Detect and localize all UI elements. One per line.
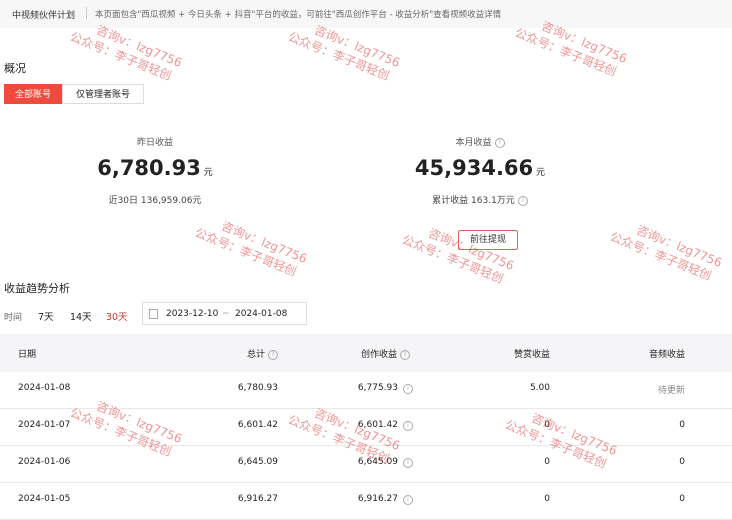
unit: 元 bbox=[536, 168, 546, 178]
section-title: 概况 bbox=[4, 62, 26, 75]
cell: 6,645.09 bbox=[357, 457, 398, 467]
column-header: 音频收益 bbox=[649, 347, 685, 360]
cell: 2024-01-08 bbox=[18, 383, 71, 393]
cell: 0 bbox=[679, 494, 685, 504]
info-icon: i bbox=[403, 384, 413, 394]
column-header: 日期 bbox=[18, 347, 36, 360]
info-icon: i bbox=[403, 495, 413, 505]
month-label: 本月收益 bbox=[455, 138, 492, 148]
yesterday-value: 6,780.93 bbox=[97, 156, 201, 180]
column-title: 音频收益 bbox=[648, 350, 685, 360]
cell: 2024-01-06 bbox=[18, 457, 71, 467]
row-divider bbox=[0, 482, 732, 483]
range-14[interactable]: 14天 bbox=[70, 312, 92, 323]
cell: 6,645.09 bbox=[237, 457, 278, 467]
range-label: 时间 bbox=[4, 313, 23, 323]
watermark: 咨询v：lzg7756 公众号：李子哥轻创 bbox=[286, 405, 402, 469]
row-divider bbox=[0, 408, 732, 409]
yesterday-sub: 近30日 136,959.06元 bbox=[108, 196, 202, 206]
cell: 6,601.42 bbox=[357, 420, 398, 430]
cell: 6,601.42 bbox=[237, 420, 278, 430]
cell: 0 bbox=[679, 420, 685, 430]
range-30[interactable]: 30天 bbox=[106, 312, 128, 323]
cell: 6,775.93 bbox=[357, 383, 398, 393]
column-header: 赞赏收益 bbox=[514, 347, 550, 360]
help-icon[interactable]: ? bbox=[517, 195, 528, 206]
column-title: 日期 bbox=[18, 350, 37, 360]
plan-title: 中视频伙伴计划 bbox=[12, 11, 76, 21]
cell: 2024-01-05 bbox=[18, 494, 71, 504]
watermark: 咨询v：lzg7756 公众号：李子哥轻创 bbox=[193, 218, 309, 282]
watermark: 咨询v：lzg7756 公众号：李子哥轻创 bbox=[68, 22, 184, 86]
month-sub-box: 累计收益 163.1万元? bbox=[330, 193, 630, 206]
unit: 元 bbox=[203, 168, 213, 178]
withdraw-button[interactable]: 前往提现 bbox=[458, 230, 518, 250]
cell: 6,916.27 bbox=[237, 494, 278, 504]
calendar-icon bbox=[149, 309, 158, 319]
divider bbox=[86, 7, 87, 19]
cell: 0 bbox=[544, 457, 550, 467]
watermark: 咨询v：lzg7756 公众号：李子哥轻创 bbox=[286, 22, 402, 86]
column-header: 总计? bbox=[247, 347, 278, 360]
watermark: 咨询v：lzg7756 公众号：李子哥轻创 bbox=[608, 222, 724, 286]
help-icon[interactable]: ? bbox=[268, 349, 278, 360]
info-icon: i bbox=[403, 421, 413, 431]
yesterday-value-box: 6,780.93 元 bbox=[0, 156, 310, 180]
table-header bbox=[0, 334, 732, 372]
info-icon: i bbox=[403, 458, 413, 468]
column-title: 总计 bbox=[246, 350, 265, 360]
watermark: 咨询v：lzg7756 公众号：李子哥轻创 bbox=[503, 410, 619, 474]
tab-admin[interactable]: 仅管理者账号 bbox=[62, 84, 144, 104]
top-bar bbox=[0, 0, 732, 28]
cell: 待更新 bbox=[657, 386, 685, 396]
cell: 0 bbox=[544, 420, 550, 430]
cell: 5.00 bbox=[529, 383, 550, 393]
help-icon[interactable]: ? bbox=[494, 137, 505, 148]
month-value: 45,934.66 bbox=[414, 156, 534, 180]
month-label-box: 本月收益? bbox=[330, 135, 630, 148]
tab-all[interactable]: 全部账号 bbox=[4, 84, 62, 104]
date-picker[interactable] bbox=[142, 302, 307, 325]
range-7[interactable]: 7天 bbox=[38, 312, 54, 323]
cell: 2024-01-07 bbox=[18, 420, 71, 430]
cell: 6,916.27 bbox=[357, 494, 398, 504]
cell: 0 bbox=[544, 494, 550, 504]
help-icon[interactable]: ? bbox=[400, 349, 410, 360]
trend-title: 收益趋势分析 bbox=[4, 282, 70, 295]
row-divider bbox=[0, 445, 732, 446]
cell: 6,780.93 bbox=[237, 383, 278, 393]
column-title: 赞赏收益 bbox=[513, 350, 550, 360]
yesterday-label: 昨日收益 bbox=[136, 138, 173, 148]
month-sub: 累计收益 163.1万元 bbox=[432, 196, 515, 206]
start-date: 2023-12-10 bbox=[166, 309, 219, 319]
column-title: 创作收益 bbox=[360, 350, 397, 360]
month-value-box: 45,934.66 元 bbox=[330, 156, 630, 180]
separator: ~ bbox=[222, 309, 230, 319]
end-date: 2024-01-08 bbox=[235, 309, 288, 319]
cell: 0 bbox=[679, 457, 685, 467]
notice: 本页面包含"西瓜视频 + 今日头条 + 抖音"平台的收益，可前往"西瓜创作平台 … bbox=[95, 10, 502, 20]
column-header: 创作收益? bbox=[361, 347, 410, 360]
